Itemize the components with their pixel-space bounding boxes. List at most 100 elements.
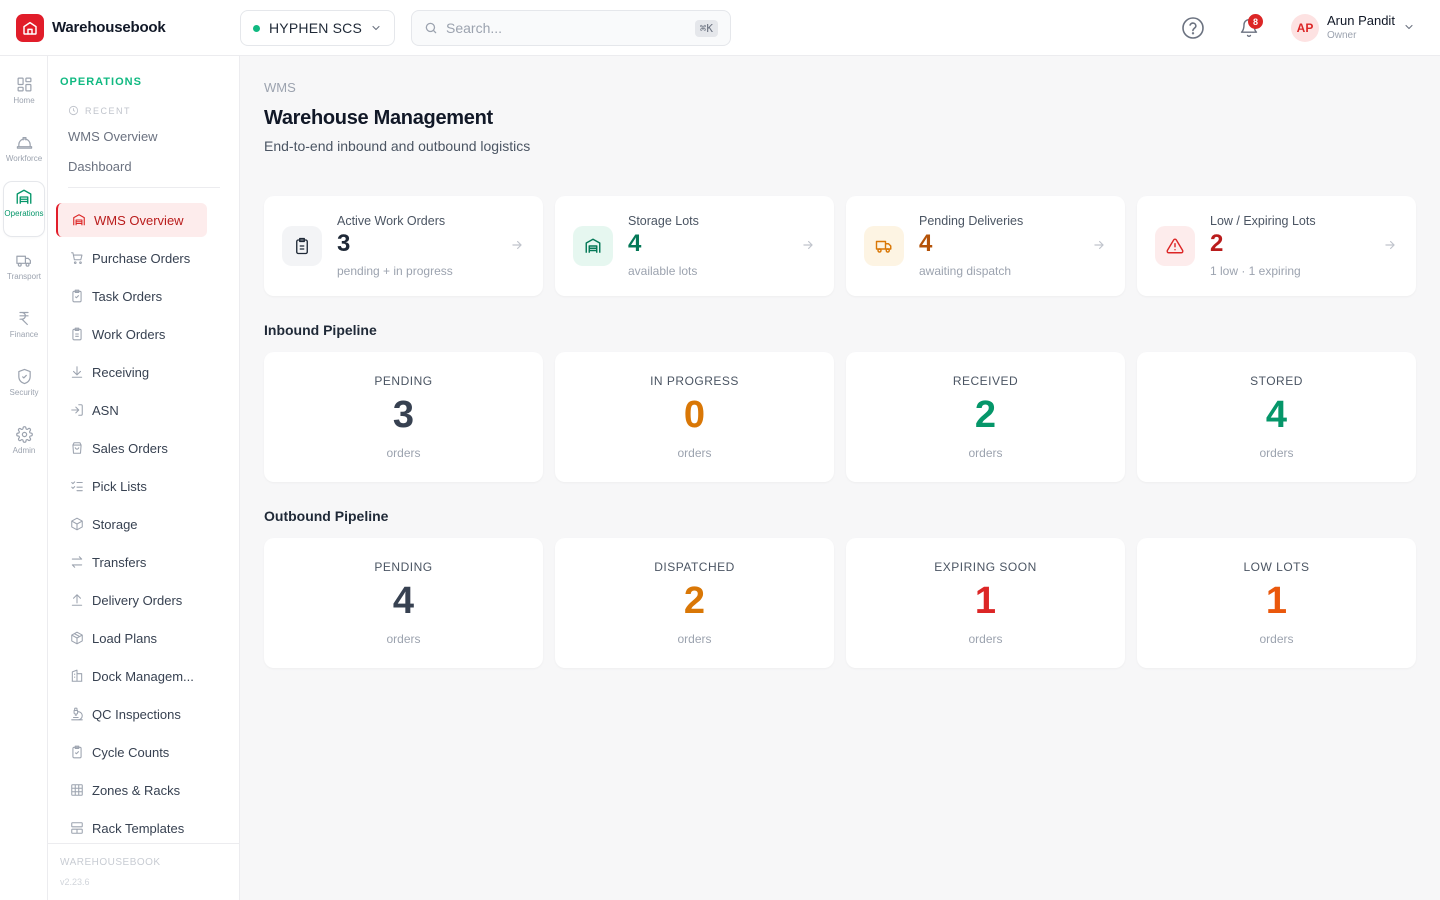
grid-3-icon [70, 783, 84, 797]
outbound-card-dispatched[interactable]: DISPATCHED 2 orders [555, 538, 834, 668]
pipeline-label: PENDING [374, 374, 433, 388]
page-subtitle: End-to-end inbound and outbound logistic… [264, 138, 531, 154]
sidebar-item-task-orders[interactable]: Task Orders [56, 279, 207, 313]
clipboard-icon [70, 327, 84, 341]
arrow-down-icon [70, 365, 84, 379]
inbound-card-in-progress[interactable]: IN PROGRESS 0 orders [555, 352, 834, 482]
pipeline-value: 2 [683, 580, 706, 622]
sidebar-item-asn[interactable]: ASN [56, 393, 207, 427]
pipeline-label: RECEIVED [952, 374, 1019, 388]
stat-card-pending-deliveries[interactable]: Pending Deliveries 4 awaiting dispatch [846, 196, 1125, 296]
recent-link[interactable]: Dashboard [68, 159, 132, 174]
outbound-card-pending[interactable]: PENDING 4 orders [264, 538, 543, 668]
sidebar-item-delivery-orders[interactable]: Delivery Orders [56, 583, 207, 617]
rail-item-admin[interactable]: Admin [4, 420, 44, 474]
rail-item-transport[interactable]: Transport [4, 246, 44, 300]
search-input[interactable]: Search... ⌘K [411, 10, 731, 46]
avatar[interactable]: AP [1291, 14, 1319, 42]
stat-label: Active Work Orders [337, 214, 446, 228]
rail-item-operations[interactable]: Operations [4, 182, 44, 236]
rail-label: Workforce [5, 154, 43, 163]
inbound-pipeline-title: Inbound Pipeline [264, 322, 377, 338]
gear-icon [15, 426, 33, 443]
sidebar-item-label: Sales Orders [92, 440, 168, 456]
sidebar-item-rack-templates[interactable]: Rack Templates [56, 811, 207, 845]
footer-version: v2.23.6 [60, 877, 90, 887]
sidebar-item-label: Pick Lists [92, 478, 147, 494]
stat-label: Pending Deliveries [919, 214, 1024, 228]
sidebar-item-qc-inspections[interactable]: QC Inspections [56, 697, 207, 731]
sidebar-item-receiving[interactable]: Receiving [56, 355, 207, 389]
sidebar-item-label: Rack Templates [92, 820, 185, 836]
stat-card-low-expiring-lots[interactable]: Low / Expiring Lots 2 1 low · 1 expiring [1137, 196, 1416, 296]
inbound-card-stored[interactable]: STORED 4 orders [1137, 352, 1416, 482]
main-content: WMS Warehouse Management End-to-end inbo… [240, 56, 1440, 900]
chevron-down-icon[interactable] [1403, 21, 1415, 33]
stat-caption: pending + in progress [337, 264, 453, 278]
sidebar-item-label: Purchase Orders [92, 250, 191, 266]
pipeline-unit: orders [1259, 446, 1294, 460]
section-sidebar: OPERATIONS RECENT WMS Overview Dashboard… [48, 56, 240, 900]
inbound-card-received[interactable]: RECEIVED 2 orders [846, 352, 1125, 482]
sidebar-item-label: Transfers [92, 554, 147, 570]
login-icon [70, 403, 84, 417]
user-name[interactable]: Arun Pandit [1327, 13, 1395, 28]
sidebar-item-label: Dock Managem... [92, 668, 194, 684]
sidebar-item-purchase-orders[interactable]: Purchase Orders [56, 241, 207, 275]
outbound-card-expiring-soon[interactable]: EXPIRING SOON 1 orders [846, 538, 1125, 668]
recent-link[interactable]: WMS Overview [68, 129, 158, 144]
rail-item-workforce[interactable]: Workforce [4, 128, 44, 182]
pipeline-value: 4 [392, 580, 415, 622]
rail-item-security[interactable]: Security [4, 362, 44, 416]
sidebar-item-sales-orders[interactable]: Sales Orders [56, 431, 207, 465]
stat-caption: 1 low · 1 expiring [1210, 264, 1301, 278]
sidebar-footer: WAREHOUSEBOOK v2.23.6 [48, 843, 239, 900]
chevron-down-icon [372, 25, 380, 31]
clipboard-icon [282, 226, 322, 266]
arrow-right-icon [512, 240, 522, 250]
sidebar-item-transfers[interactable]: Transfers [56, 545, 207, 579]
rail-item-home[interactable]: Home [4, 70, 44, 124]
stat-card-active-work-orders[interactable]: Active Work Orders 3 pending + in progre… [264, 196, 543, 296]
sidebar-item-cycle-counts[interactable]: Cycle Counts [56, 735, 207, 769]
sidebar-item-pick-lists[interactable]: Pick Lists [56, 469, 207, 503]
user-role: Owner [1327, 30, 1357, 41]
breadcrumb[interactable]: WMS [264, 80, 296, 95]
sidebar-item-storage[interactable]: Storage [56, 507, 207, 541]
sidebar-item-zones-racks[interactable]: Zones & Racks [56, 773, 207, 807]
help-icon[interactable] [1181, 16, 1205, 40]
shopping-bag-icon [70, 441, 84, 455]
rail-item-finance[interactable]: Finance [4, 304, 44, 358]
truck-icon [864, 226, 904, 266]
sidebar-item-wms-overview[interactable]: WMS Overview [56, 203, 207, 237]
recent-header: RECENT [68, 105, 131, 116]
sidebar-item-label: Storage [92, 516, 138, 532]
inbound-card-pending[interactable]: PENDING 3 orders [264, 352, 543, 482]
rail-label: Finance [9, 330, 39, 339]
clipboard-check-icon [70, 745, 84, 759]
app-name[interactable]: Warehousebook [52, 19, 166, 36]
sidebar-section-title: OPERATIONS [60, 76, 142, 88]
arrow-up-icon [70, 593, 84, 607]
sidebar-item-label: Cycle Counts [92, 744, 170, 760]
stat-card-storage-lots[interactable]: Storage Lots 4 available lots [555, 196, 834, 296]
pipeline-value: 0 [683, 394, 706, 436]
notification-badge: 8 [1248, 14, 1263, 29]
warehouse-icon [16, 189, 32, 204]
rupee-icon [19, 311, 29, 326]
pipeline-unit: orders [677, 632, 712, 646]
sidebar-item-dock-management[interactable]: Dock Managem... [56, 659, 207, 693]
sidebar-divider [68, 187, 220, 188]
microscope-icon [70, 707, 84, 721]
sidebar-item-work-orders[interactable]: Work Orders [56, 317, 207, 351]
sidebar-item-load-plans[interactable]: Load Plans [56, 621, 207, 655]
outbound-card-low-lots[interactable]: LOW LOTS 1 orders [1137, 538, 1416, 668]
pipeline-label: IN PROGRESS [650, 374, 739, 388]
org-selector[interactable]: HYPHEN SCS [240, 10, 395, 46]
rail-label: Operations [4, 209, 44, 218]
app-logo-icon[interactable] [16, 14, 44, 42]
package-icon [70, 631, 84, 645]
stat-caption: available lots [628, 264, 698, 278]
layout-icon [70, 821, 84, 835]
org-status-dot [253, 24, 260, 32]
